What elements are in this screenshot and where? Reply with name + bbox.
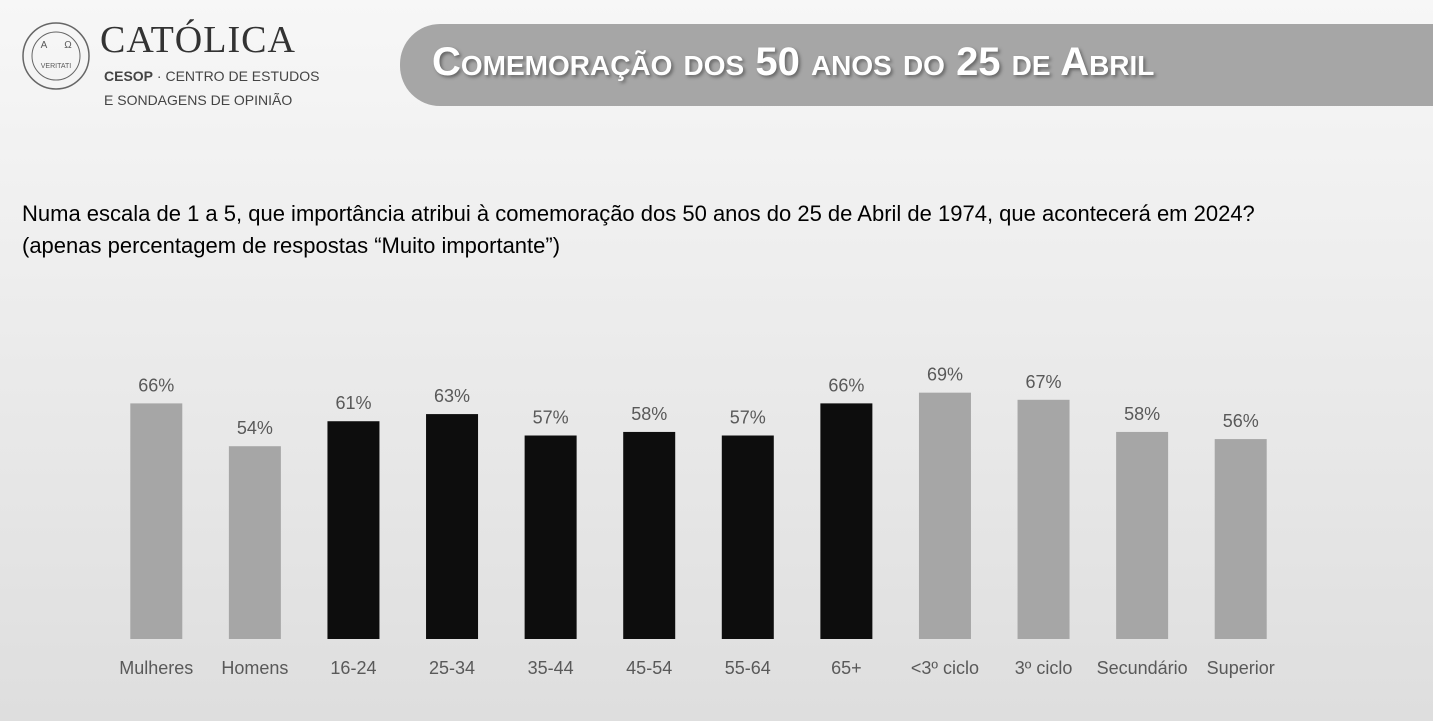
slide-title: Comemoração dos 50 anos do 25 de Abril	[432, 40, 1155, 84]
bar	[1214, 439, 1267, 639]
seal-ring	[22, 22, 90, 90]
bar	[1017, 399, 1070, 639]
bar	[327, 421, 380, 639]
x-tick-label: 65+	[831, 658, 862, 678]
x-tick-label: Superior	[1207, 658, 1275, 678]
seal-ring	[31, 31, 81, 81]
value-label: 66%	[138, 375, 174, 395]
bar	[623, 431, 676, 639]
x-tick-label: 35-44	[528, 658, 574, 678]
seal: A Ω VERITATI	[22, 22, 90, 90]
logo-line: CESOP · CENTRO DE ESTUDOS	[104, 68, 319, 84]
logo-line: E SONDAGENS DE OPINIÃO	[104, 92, 293, 108]
x-tick-label: 45-54	[626, 658, 672, 678]
x-tick-label: 55-64	[725, 658, 771, 678]
x-tick-label: <3º ciclo	[911, 658, 979, 678]
value-label: 66%	[828, 375, 864, 395]
value-label: 54%	[237, 418, 273, 438]
x-tick-label: 16-24	[330, 658, 376, 678]
value-label: 57%	[533, 408, 569, 428]
value-label: 56%	[1223, 411, 1259, 431]
value-label: 69%	[927, 365, 963, 385]
seal-letter: Ω	[64, 40, 72, 51]
value-label: 57%	[730, 408, 766, 428]
bar	[820, 403, 873, 639]
bar	[918, 392, 971, 639]
bar	[721, 435, 774, 639]
bar	[1116, 431, 1169, 639]
value-label: 58%	[631, 404, 667, 424]
seal-letter: A	[41, 40, 48, 51]
logo-name: CATÓLICA	[100, 19, 296, 61]
x-tick-label: Homens	[221, 658, 288, 678]
x-tick-label: Secundário	[1097, 658, 1188, 678]
x-tick-label: 3º ciclo	[1015, 658, 1073, 678]
x-tick-label: Mulheres	[119, 658, 193, 678]
bar	[524, 435, 577, 639]
value-label: 58%	[1124, 404, 1160, 424]
value-label: 67%	[1026, 372, 1062, 392]
value-label: 61%	[335, 393, 371, 413]
logo-org: CESOP	[104, 68, 154, 84]
bar	[130, 403, 183, 639]
bar	[426, 414, 479, 639]
title-band: Comemoração dos 50 anos do 25 de Abril	[400, 24, 1433, 106]
logo-text: · CENTRO DE ESTUDOS	[156, 68, 320, 84]
x-tick-label: 25-34	[429, 658, 475, 678]
bar	[228, 446, 281, 639]
seal-motto: VERITATI	[41, 63, 72, 70]
value-label: 63%	[434, 386, 470, 406]
chart-title: Numa escala de 1 a 5, que importância at…	[22, 201, 1255, 258]
